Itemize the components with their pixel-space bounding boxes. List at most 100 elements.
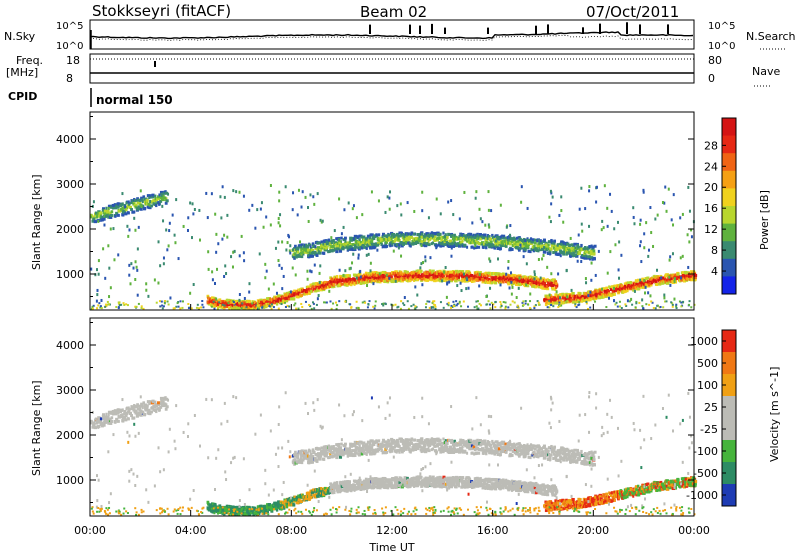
power-clutter [665,300,668,303]
power-cell [527,249,531,253]
velocity-cell [248,506,251,510]
power-cell [309,246,313,250]
power-cell [609,286,612,290]
velocity-cell [309,489,313,493]
power-speckle [581,229,584,233]
power-clutter [364,301,367,304]
power-cell [406,270,409,274]
power-cell [356,235,360,239]
power-clutter [161,304,164,307]
power-cell [403,270,407,274]
power-cell [671,274,674,278]
power-cell [540,241,543,245]
power-cell [149,204,153,208]
power-cell [148,196,151,200]
power-clutter [605,306,608,309]
power-cell [332,239,335,243]
power-cell [297,250,300,254]
power-speckle [594,273,597,277]
power-speckle [161,204,164,208]
power-cell [610,293,613,297]
power-cell [548,250,552,254]
power-cell [157,196,161,200]
power-speckle [652,244,655,248]
power-cell [585,298,588,302]
velocity-cell [367,480,371,484]
power-cell [423,244,428,248]
power-speckle [312,195,315,199]
velocity-cell [288,499,293,503]
velocity-cell [323,486,327,490]
power-cell [444,233,447,237]
power-cell [126,211,130,215]
power-cell [477,245,481,249]
velocity-cell [375,477,379,481]
power-cell [555,285,558,289]
power-cell [452,276,456,280]
power-cell [324,243,327,247]
power-clutter [374,300,377,303]
power-cell [230,306,235,310]
power-speckle [366,284,369,288]
power-clutter [332,302,335,305]
power-speckle [370,190,373,194]
power-speckle [647,248,650,252]
velocity-cell [346,480,351,484]
power-cell [114,214,117,218]
power-cell [549,247,553,251]
power-cell [126,204,131,208]
power-speckle [495,235,498,239]
power-speckle [394,279,397,283]
power-cell [116,205,120,209]
power-speckle [376,248,379,252]
power-cell [546,294,549,298]
power-cell [545,245,548,249]
power-clutter [675,305,678,308]
power-cell [337,238,341,242]
power-speckle [173,233,176,237]
power-speckle [299,251,302,255]
power-clutter [458,302,461,305]
power-cell [316,241,319,245]
velocity-cell [226,507,229,511]
velocity-cell [335,481,339,485]
velocity-cell [301,493,304,497]
power-cell [401,242,405,246]
velocity-cell [321,492,324,496]
power-clutter [432,303,435,306]
power-cell [478,275,481,279]
power-cell [327,238,331,242]
power-cell [409,244,412,248]
power-cell [512,275,516,279]
power-cell [519,246,522,250]
power-clutter [432,300,435,303]
power-speckle [588,185,591,189]
power-cell [507,282,511,286]
power-cell [420,269,423,273]
power-cell [146,194,150,198]
power-clutter [556,301,559,304]
power-clutter [447,304,450,307]
power-clutter [219,304,222,307]
velocity-cell [365,486,369,490]
power-clutter [304,300,307,303]
power-cell [546,278,549,282]
power-clutter [688,303,691,306]
velocity-cell [277,500,281,504]
power-cell [94,211,97,215]
power-cell [484,280,487,284]
power-cell [216,305,219,309]
power-cell [502,236,506,240]
power-speckle [352,204,355,208]
power-cell [121,202,124,206]
power-clutter [645,303,648,306]
power-cell [571,299,575,303]
power-clutter [558,305,561,308]
velocity-cell [368,477,372,481]
power-clutter [507,306,510,309]
power-speckle [355,276,358,280]
power-speckle [259,207,262,211]
power-cbar-tick-label: 4 [711,265,718,278]
power-cell [665,278,669,282]
power-clutter [460,305,463,308]
